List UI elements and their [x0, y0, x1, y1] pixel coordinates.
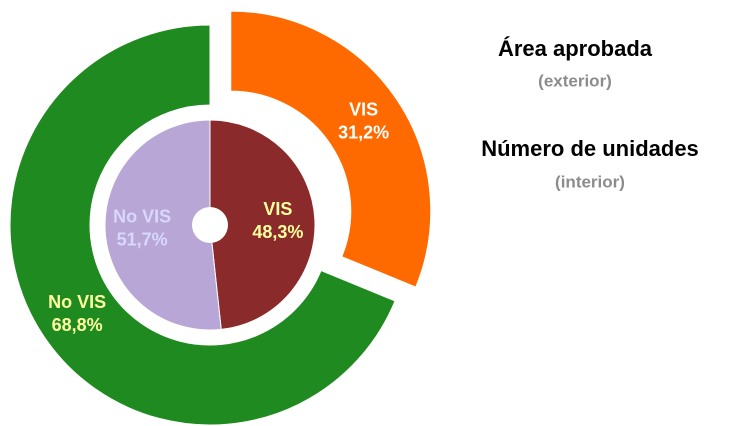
- slice-value-label: 68,8%: [52, 315, 103, 335]
- slice: [9, 24, 396, 426]
- slice: [104, 119, 222, 331]
- slice-category: No VIS: [48, 292, 106, 312]
- slice-category: VIS: [349, 100, 378, 120]
- legend-subtitle: (interior): [555, 172, 625, 191]
- slice-category: No VIS: [113, 206, 171, 226]
- legend-title: Área aprobada: [498, 36, 653, 61]
- slice-value-label: 48,3%: [252, 222, 303, 242]
- slice-value-label: 51,7%: [117, 229, 168, 249]
- slice-value-label: 31,2%: [338, 123, 389, 143]
- center-hole: [192, 207, 228, 243]
- slice: [209, 119, 316, 330]
- slice: [230, 10, 432, 288]
- slice-category: VIS: [263, 199, 292, 219]
- legend-subtitle: (exterior): [538, 71, 612, 90]
- legend-title: Número de unidades: [481, 136, 699, 161]
